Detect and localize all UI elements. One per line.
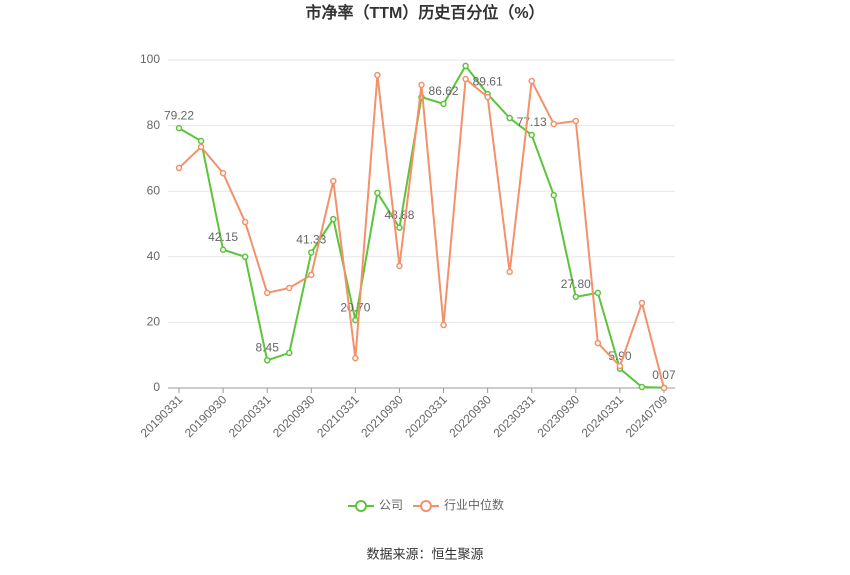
point <box>197 137 205 145</box>
point <box>396 262 403 270</box>
x-tick-label: 20220930 <box>446 392 494 440</box>
x-tick-label: 20230331 <box>490 392 538 440</box>
point <box>572 117 580 125</box>
value-label: 89.61 <box>473 74 503 88</box>
point <box>462 62 469 70</box>
value-label: 8.45 <box>256 340 280 354</box>
point <box>219 246 227 253</box>
point <box>285 349 293 357</box>
x-tick-label: 20200930 <box>270 392 318 440</box>
point <box>616 362 624 370</box>
point <box>440 321 447 329</box>
point <box>660 384 668 392</box>
value-label: 42.15 <box>208 230 238 244</box>
value-label: 0.07 <box>652 368 676 382</box>
point <box>506 114 513 122</box>
x-tick-label: 20190331 <box>138 392 186 440</box>
point <box>594 289 602 297</box>
x-tick-label: 20200331 <box>226 392 274 440</box>
series-line <box>178 64 665 389</box>
y-tick-label: 80 <box>147 118 161 132</box>
point <box>352 316 359 324</box>
legend-marker <box>420 500 432 512</box>
point <box>396 224 403 231</box>
legend-label: 公司 <box>379 498 403 512</box>
point <box>440 100 447 108</box>
chart-title: 市净率（TTM）历史百分位（%） <box>305 3 544 22</box>
x-tick-label: 20210331 <box>314 392 362 440</box>
y-tick-label: 100 <box>140 52 160 66</box>
point <box>374 189 381 197</box>
x-tick-label: 20210930 <box>358 392 406 440</box>
point <box>241 253 249 261</box>
point <box>484 93 491 101</box>
point <box>175 124 183 132</box>
value-label: 5.90 <box>608 349 632 363</box>
point <box>528 77 535 85</box>
point <box>550 120 558 128</box>
value-label: 20.70 <box>340 300 370 314</box>
x-tick-label: 20220331 <box>402 392 450 440</box>
value-label: 79.22 <box>164 108 194 122</box>
point <box>285 284 293 292</box>
legend-marker <box>355 500 367 512</box>
point <box>528 131 535 139</box>
value-label: 41.33 <box>296 233 326 247</box>
point <box>506 268 513 276</box>
source: 数据来源：恒生聚源 <box>366 546 483 561</box>
x-tick-label: 20190930 <box>182 392 230 440</box>
series-line <box>178 74 665 389</box>
value-label: 86.62 <box>429 84 459 98</box>
point <box>175 164 183 172</box>
point <box>330 177 337 185</box>
point <box>197 143 205 151</box>
x-tick-label: 20240709 <box>623 392 671 440</box>
y-tick-label: 20 <box>147 315 161 329</box>
y-tick-label: 60 <box>147 183 161 197</box>
point <box>330 215 337 223</box>
point <box>594 339 602 347</box>
point <box>263 289 271 297</box>
point <box>374 71 381 79</box>
point <box>241 218 249 226</box>
point <box>638 299 646 307</box>
legend-label: 行业中位数 <box>444 497 504 512</box>
point <box>550 191 558 199</box>
value-label: 77.13 <box>517 115 547 129</box>
point <box>219 169 227 177</box>
point <box>572 293 580 301</box>
y-tick-label: 0 <box>153 380 160 394</box>
point <box>352 354 359 362</box>
x-tick-label: 20230930 <box>535 392 583 440</box>
point <box>462 75 469 83</box>
point <box>263 357 271 364</box>
y-tick-label: 40 <box>147 249 161 263</box>
point <box>638 383 646 391</box>
point <box>418 81 425 89</box>
x-tick-label: 20240331 <box>579 392 627 440</box>
value-label: 48.88 <box>384 208 414 222</box>
value-label: 27.80 <box>561 277 591 291</box>
point <box>308 249 315 256</box>
point <box>308 271 315 279</box>
